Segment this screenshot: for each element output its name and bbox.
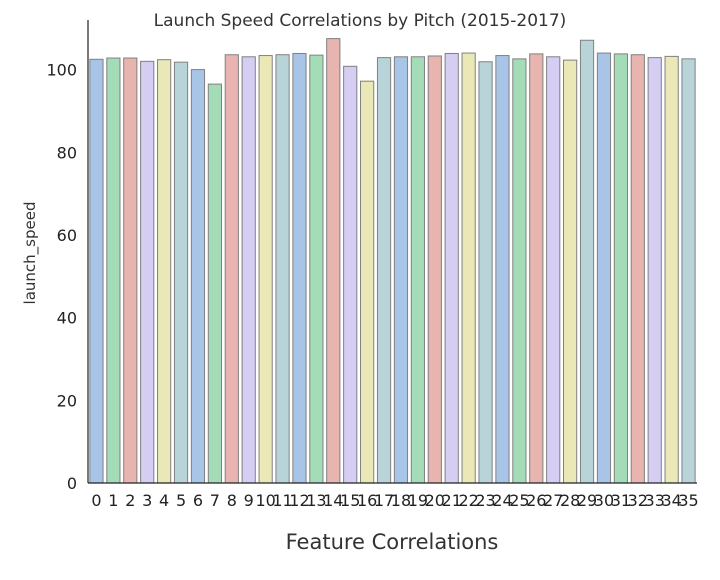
x-tick-label: 17 bbox=[374, 491, 394, 510]
x-tick-label: 1 bbox=[108, 491, 118, 510]
x-tick-label: 30 bbox=[594, 491, 614, 510]
x-tick-label: 35 bbox=[678, 491, 698, 510]
bar-19 bbox=[410, 56, 425, 484]
bar-22 bbox=[461, 52, 476, 484]
x-tick-label: 5 bbox=[176, 491, 186, 510]
y-tick-label: 80 bbox=[57, 143, 77, 162]
x-tick-label: 14 bbox=[323, 491, 343, 510]
x-tick-label: 2 bbox=[125, 491, 135, 510]
bar-16 bbox=[360, 80, 375, 484]
x-tick-label: 13 bbox=[306, 491, 326, 510]
bar-6 bbox=[190, 69, 206, 484]
y-tick-label: 100 bbox=[46, 61, 77, 80]
bar-25 bbox=[512, 58, 527, 484]
bar-31 bbox=[613, 53, 628, 484]
x-tick-label: 10 bbox=[255, 491, 275, 510]
y-tick-label: 0 bbox=[67, 474, 77, 493]
x-tick-label: 16 bbox=[357, 491, 377, 510]
bar-9 bbox=[241, 56, 256, 484]
bar-10 bbox=[258, 55, 273, 484]
bar-24 bbox=[495, 55, 510, 484]
bar-32 bbox=[630, 54, 645, 484]
bar-21 bbox=[444, 52, 459, 484]
y-tick-label: 20 bbox=[57, 391, 77, 410]
bar-20 bbox=[427, 55, 442, 484]
y-tick-label: 60 bbox=[57, 226, 77, 245]
bar-7 bbox=[207, 83, 222, 484]
bar-5 bbox=[173, 61, 189, 484]
bar-4 bbox=[157, 59, 172, 484]
bar-14 bbox=[326, 38, 341, 484]
bar-13 bbox=[309, 54, 324, 484]
x-tick-label: 34 bbox=[661, 491, 681, 510]
bar-26 bbox=[529, 53, 544, 484]
x-tick-label: 15 bbox=[340, 491, 360, 510]
x-tick-label: 27 bbox=[543, 491, 563, 510]
bar-28 bbox=[563, 59, 578, 484]
x-tick-label: 33 bbox=[645, 491, 665, 510]
bar-1 bbox=[106, 57, 121, 484]
x-tick-label: 0 bbox=[91, 491, 101, 510]
x-tick-label: 32 bbox=[628, 491, 648, 510]
x-axis-label: Feature Correlations bbox=[286, 530, 499, 554]
x-tick-label: 12 bbox=[289, 491, 309, 510]
bar-18 bbox=[393, 56, 409, 484]
x-tick-label: 26 bbox=[526, 491, 546, 510]
x-tick-label: 25 bbox=[509, 491, 529, 510]
x-tick-label: 18 bbox=[391, 491, 411, 510]
bar-34 bbox=[664, 55, 679, 484]
x-tick-label: 28 bbox=[560, 491, 580, 510]
x-tick-label: 31 bbox=[611, 491, 631, 510]
bar-35 bbox=[681, 58, 696, 484]
x-tick-label: 3 bbox=[142, 491, 152, 510]
chart-title: Launch Speed Correlations by Pitch (2015… bbox=[154, 11, 567, 31]
bar-30 bbox=[596, 52, 612, 484]
bar-0 bbox=[89, 58, 104, 484]
x-tick-label: 29 bbox=[577, 491, 597, 510]
x-tick-label: 24 bbox=[492, 491, 512, 510]
bar-8 bbox=[224, 54, 239, 484]
x-tick-label: 8 bbox=[227, 491, 237, 510]
y-ticks-layer: 0 20 40 60 80 100 bbox=[46, 61, 77, 493]
bar-11 bbox=[275, 54, 290, 484]
x-tick-label: 21 bbox=[442, 491, 462, 510]
x-tick-label: 4 bbox=[159, 491, 169, 510]
bar-29 bbox=[579, 39, 595, 484]
x-tick-label: 9 bbox=[244, 491, 254, 510]
x-tick-label: 22 bbox=[458, 491, 478, 510]
x-tick-label: 7 bbox=[210, 491, 220, 510]
y-tick-label: 40 bbox=[57, 309, 77, 328]
bar-15 bbox=[343, 65, 358, 484]
bar-23 bbox=[478, 61, 493, 484]
bar-27 bbox=[546, 56, 561, 484]
x-tick-label: 20 bbox=[425, 491, 445, 510]
bar-17 bbox=[376, 57, 392, 484]
bar-12 bbox=[292, 52, 307, 484]
bar-3 bbox=[140, 60, 155, 484]
bar-2 bbox=[123, 57, 138, 484]
x-ticks-layer: 0 1 2 3 4 5 6 7 8 9 101112131415161718192021222324… bbox=[91, 491, 698, 510]
bar-33 bbox=[647, 57, 662, 484]
x-tick-label: 23 bbox=[475, 491, 495, 510]
x-tick-label: 6 bbox=[193, 491, 203, 510]
y-axis-label: launch_speed bbox=[21, 202, 40, 305]
x-tick-label: 19 bbox=[408, 491, 428, 510]
bars-layer bbox=[89, 38, 696, 484]
x-tick-label: 11 bbox=[272, 491, 292, 510]
